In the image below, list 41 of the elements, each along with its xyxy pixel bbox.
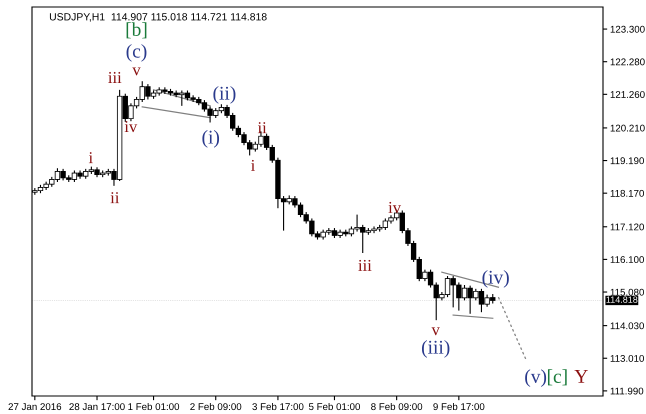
y-tick-label: 115.080 [610, 288, 644, 296]
y-tick-label: 120.210 [610, 124, 645, 132]
x-tick-label: 5 Feb 01:00 [308, 402, 360, 410]
y-tick-label: 123.300 [610, 26, 645, 33]
annotation: [b] [126, 22, 146, 38]
annotation: i [88, 152, 93, 164]
annotation: iii [358, 260, 372, 271]
annotation: v [132, 68, 141, 76]
x-tick-label: 9 Feb 17:00 [433, 402, 484, 410]
annotation: ii [110, 192, 120, 204]
annotation: (c) [126, 44, 146, 62]
x-tick-label: 28 Jan 17:00 [69, 403, 125, 410]
y-tick-label: 114.030 [610, 322, 644, 330]
y-tick-label: 122.280 [610, 58, 645, 66]
x-tick-label: 8 Feb 09:00 [371, 402, 422, 410]
annotation: iv [388, 202, 402, 214]
y-tick-label: 117.120 [610, 224, 644, 230]
annotation: iv [124, 120, 138, 132]
y-tick-label: 111.990 [610, 388, 644, 394]
annotation: (iii) [422, 340, 450, 358]
annotation: v [432, 327, 440, 336]
y-tick-label: 119.190 [610, 157, 644, 164]
y-tick-label: 121.260 [610, 91, 645, 98]
x-tick-label: 3 Feb 17:00 [252, 402, 304, 410]
annotation: i [251, 160, 255, 171]
annotation: (ii) [213, 86, 236, 104]
annotation: iii [108, 72, 122, 83]
annotation: ii [258, 122, 266, 134]
annotation: (i) [202, 130, 220, 148]
annotation: Y [574, 370, 588, 383]
ref-line-label: 114.818 [606, 296, 638, 303]
y-tick-label: 116.100 [610, 256, 644, 264]
y-tick-label: 113.010 [610, 354, 644, 362]
annotation: [c] [548, 369, 567, 386]
chart-title: USDJPY,H1 114.907 115.018 114.721 114.818 [50, 13, 267, 22]
x-tick-label: 1 Feb 01:00 [128, 402, 180, 410]
annotation: (iv) [482, 270, 509, 288]
annotation: (v) [525, 369, 546, 387]
y-tick-label: 118.170 [610, 190, 644, 197]
x-tick-label: 27 Jan 2016 [8, 403, 62, 410]
x-tick-label: 2 Feb 09:00 [190, 402, 242, 410]
